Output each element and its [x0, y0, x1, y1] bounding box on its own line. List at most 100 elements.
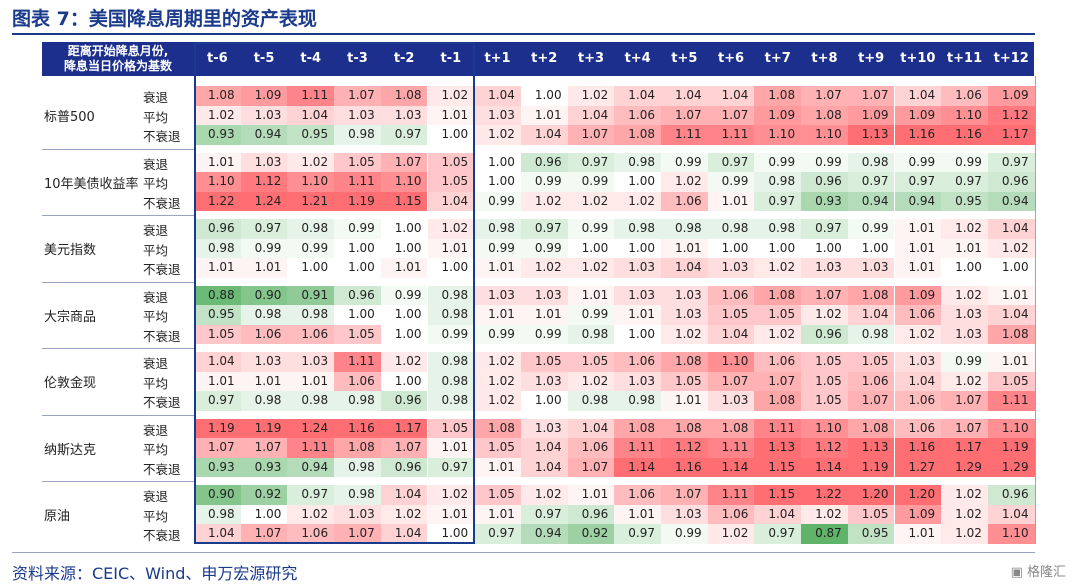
heatmap-cell: 1.03 [614, 258, 661, 278]
header-period-t+5: t+5 [671, 51, 698, 66]
heatmap-cell: 1.02 [941, 485, 988, 505]
heatmap-cell: 0.96 [520, 152, 568, 172]
heatmap-cell: 1.08 [847, 285, 895, 305]
heatmap-cell: 1.07 [240, 524, 288, 544]
heatmap-cell: 0.95 [194, 305, 241, 325]
heatmap-cell: 1.08 [614, 418, 661, 438]
heatmap-cell: 1.02 [287, 152, 335, 172]
heatmap-cell: 1.04 [474, 86, 521, 106]
heatmap-cell: 1.02 [801, 504, 848, 524]
heatmap-cell: 1.00 [380, 371, 428, 391]
heatmap-cell: 0.93 [194, 125, 241, 145]
heatmap-cell: 1.17 [941, 438, 988, 458]
heatmap-cell: 1.03 [661, 285, 708, 305]
heatmap-cell: 1.02 [941, 285, 988, 305]
heatmap-cell: 1.01 [987, 352, 1035, 372]
heatmap-cell: 1.09 [987, 86, 1035, 106]
heatmap-cell: 0.98 [287, 305, 335, 325]
heatmap-cell: 1.04 [287, 105, 335, 125]
heatmap-cell: 1.04 [520, 457, 568, 477]
block-separator [42, 481, 194, 482]
heatmap-cell: 1.05 [754, 305, 802, 325]
heatmap-cell: 0.87 [801, 524, 848, 544]
heatmap-cell: 1.06 [661, 191, 708, 211]
heatmap-cell: 0.99 [427, 324, 475, 344]
heatmap-cell: 1.03 [240, 352, 288, 372]
heatmap-cell: 1.10 [987, 524, 1035, 544]
table-right-border [1034, 76, 1036, 544]
heatmap-cell: 1.03 [894, 352, 942, 372]
heatmap-cell: 0.95 [287, 125, 335, 145]
heatmap-cell: 1.20 [847, 485, 895, 505]
heatmap-cell: 1.01 [240, 371, 288, 391]
header-period-t+10: t+10 [900, 51, 936, 66]
heatmap-cell: 1.04 [567, 418, 615, 438]
heatmap-cell: 0.99 [520, 324, 568, 344]
header-period-t+12: t+12 [993, 51, 1029, 66]
heatmap-cell: 1.13 [754, 438, 802, 458]
heatmap-cell: 1.06 [614, 105, 661, 125]
heatmap-cell: 0.99 [520, 238, 568, 258]
heatmap-cell: 1.12 [801, 438, 848, 458]
heatmap-cell: 1.05 [474, 485, 521, 505]
heatmap-cell: 1.07 [754, 371, 802, 391]
heatmap-cell: 1.19 [987, 438, 1035, 458]
heatmap-cell: 1.04 [194, 524, 241, 544]
heatmap-cell: 0.98 [334, 125, 381, 145]
scenario-label: 平均 [143, 375, 169, 391]
heatmap-cell: 1.06 [287, 324, 335, 344]
heatmap-cell: 1.03 [707, 391, 755, 411]
scenario-label: 不衰退 [143, 328, 181, 344]
heatmap-cell: 1.02 [427, 485, 475, 505]
heatmap-cell: 1.00 [334, 305, 381, 325]
heatmap-cell: 0.93 [194, 457, 241, 477]
heatmap-cell: 1.04 [987, 305, 1035, 325]
heatmap-cell: 1.06 [614, 485, 661, 505]
heatmap-cell: 1.11 [334, 352, 381, 372]
header-period-t+8: t+8 [811, 51, 838, 66]
heatmap-cell: 1.04 [567, 105, 615, 125]
heatmap-cell: 0.96 [801, 172, 848, 192]
heatmap-cell: 1.11 [614, 438, 661, 458]
heatmap-cell: 1.01 [474, 457, 521, 477]
heatmap-cell: 0.97 [474, 524, 521, 544]
heatmap-cell: 1.05 [474, 438, 521, 458]
heatmap-cell: 1.01 [941, 238, 988, 258]
heatmap-cell: 1.07 [941, 418, 988, 438]
heatmap-cell: 1.04 [427, 191, 475, 211]
bottom-divider [12, 552, 1035, 553]
heatmap-cell: 1.02 [567, 371, 615, 391]
heatmap-cell: 0.99 [474, 238, 521, 258]
heatmap-cell: 1.08 [380, 86, 428, 106]
heatmap-cell: 1.00 [614, 238, 661, 258]
asset-label: 伦敦金现 [44, 376, 97, 392]
heatmap-cell: 1.01 [894, 258, 942, 278]
heatmap-cell: 1.19 [847, 457, 895, 477]
heatmap-cell: 1.19 [194, 418, 241, 438]
scenario-label: 不衰退 [143, 129, 181, 144]
heatmap-cell: 1.01 [614, 305, 661, 325]
heatmap-cell: 1.04 [520, 125, 568, 145]
heatmap-cell: 1.02 [707, 524, 755, 544]
heatmap-cell: 1.06 [707, 504, 755, 524]
heatmap-cell: 1.07 [661, 105, 708, 125]
scenario-label: 衰退 [143, 156, 169, 172]
header-corner-line1: 距离开始降息月份, [67, 44, 169, 58]
heatmap-cell: 1.07 [334, 86, 381, 106]
heatmap-cell: 0.98 [567, 324, 615, 344]
heatmap-cell: 1.06 [707, 285, 755, 305]
heatmap-cell: 1.02 [474, 352, 521, 372]
heatmap-cell: 1.02 [520, 258, 568, 278]
heatmap-cell: 1.17 [987, 125, 1035, 145]
heatmap-cell: 1.00 [287, 258, 335, 278]
heatmap-cell: 1.02 [987, 238, 1035, 258]
heatmap-cell: 1.00 [380, 238, 428, 258]
heatmap-cell: 1.06 [240, 324, 288, 344]
header-period-t-6: t-6 [207, 51, 228, 66]
heatmap-cell: 1.05 [847, 504, 895, 524]
heatmap-cell: 0.98 [427, 352, 475, 372]
heatmap-cell: 1.10 [987, 418, 1035, 438]
heatmap-cell: 1.03 [941, 305, 988, 325]
heatmap-cell: 1.03 [240, 152, 288, 172]
block-separator [42, 148, 194, 150]
